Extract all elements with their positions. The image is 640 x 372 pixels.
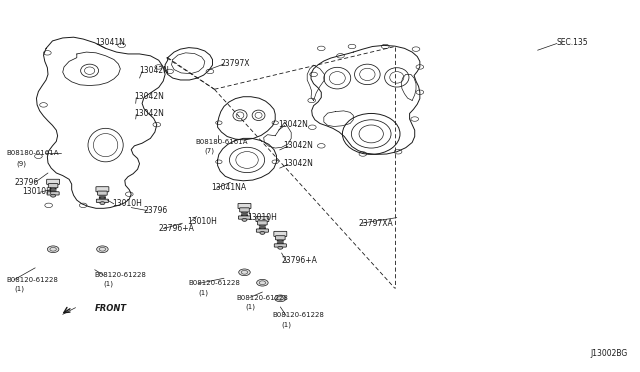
FancyBboxPatch shape [96,187,109,192]
FancyBboxPatch shape [257,229,268,232]
Text: 13010H: 13010H [112,199,142,208]
Text: 23796: 23796 [144,206,168,215]
Ellipse shape [241,215,248,216]
FancyBboxPatch shape [275,244,286,247]
FancyBboxPatch shape [239,216,250,219]
Circle shape [97,246,108,253]
FancyBboxPatch shape [97,199,108,202]
Ellipse shape [277,240,284,241]
Ellipse shape [99,197,106,198]
Text: (1): (1) [246,303,256,310]
Text: 13042N: 13042N [134,92,164,101]
Text: 23796+A: 23796+A [282,256,317,265]
Text: 13042N: 13042N [140,66,170,75]
FancyBboxPatch shape [47,179,60,185]
Circle shape [239,269,250,276]
Text: 13042N: 13042N [283,159,313,168]
FancyBboxPatch shape [257,221,268,225]
Text: B08120-61228: B08120-61228 [272,312,324,318]
Text: FRONT: FRONT [95,304,127,312]
Ellipse shape [50,189,56,190]
Text: (7): (7) [205,148,215,154]
Ellipse shape [259,227,266,228]
FancyBboxPatch shape [49,184,58,188]
Circle shape [260,231,265,234]
Text: 13042N: 13042N [134,109,164,118]
Text: 13042N: 13042N [283,141,313,150]
FancyBboxPatch shape [238,203,251,209]
Ellipse shape [241,212,248,213]
Text: (1): (1) [104,281,114,288]
Text: 23796: 23796 [14,178,38,187]
Text: 13010H: 13010H [187,217,217,226]
FancyBboxPatch shape [240,208,250,212]
Circle shape [278,246,283,249]
Text: B08180-6161A: B08180-6161A [195,139,248,145]
Circle shape [242,218,247,221]
Ellipse shape [277,243,284,244]
Text: SEC.135: SEC.135 [557,38,588,47]
Ellipse shape [99,198,106,199]
Text: (1): (1) [15,285,25,292]
Text: J13002BG: J13002BG [590,349,627,358]
Text: B08180-6161A: B08180-6161A [6,150,59,156]
FancyBboxPatch shape [274,231,287,237]
Text: 13041NA: 13041NA [211,183,246,192]
Text: 13042N: 13042N [278,120,308,129]
Ellipse shape [50,192,56,193]
Ellipse shape [50,191,56,192]
Text: 23796+A: 23796+A [158,224,194,233]
FancyBboxPatch shape [275,236,285,240]
Ellipse shape [241,214,248,215]
Text: B08120-61228: B08120-61228 [189,280,241,286]
Text: (1): (1) [198,289,209,296]
Circle shape [275,295,286,302]
Text: 13010H: 13010H [247,213,277,222]
Text: (1): (1) [282,321,292,328]
Ellipse shape [259,225,266,226]
Circle shape [257,279,268,286]
Text: B08120-61228: B08120-61228 [6,277,58,283]
Text: 13010H: 13010H [22,187,52,196]
Text: 13041N: 13041N [95,38,125,47]
Text: (9): (9) [16,160,26,167]
FancyBboxPatch shape [97,191,107,195]
Ellipse shape [50,188,56,189]
Ellipse shape [277,244,284,245]
Ellipse shape [259,228,266,229]
FancyBboxPatch shape [47,192,59,195]
Text: 23797XA: 23797XA [358,219,393,228]
Circle shape [51,194,56,197]
Text: 23797X: 23797X [221,59,250,68]
Circle shape [100,202,105,205]
Ellipse shape [99,200,106,201]
Ellipse shape [277,241,284,243]
Text: B08120-61228: B08120-61228 [237,295,289,301]
FancyBboxPatch shape [256,217,269,222]
Text: B08120-61228: B08120-61228 [95,272,147,278]
Circle shape [47,246,59,253]
